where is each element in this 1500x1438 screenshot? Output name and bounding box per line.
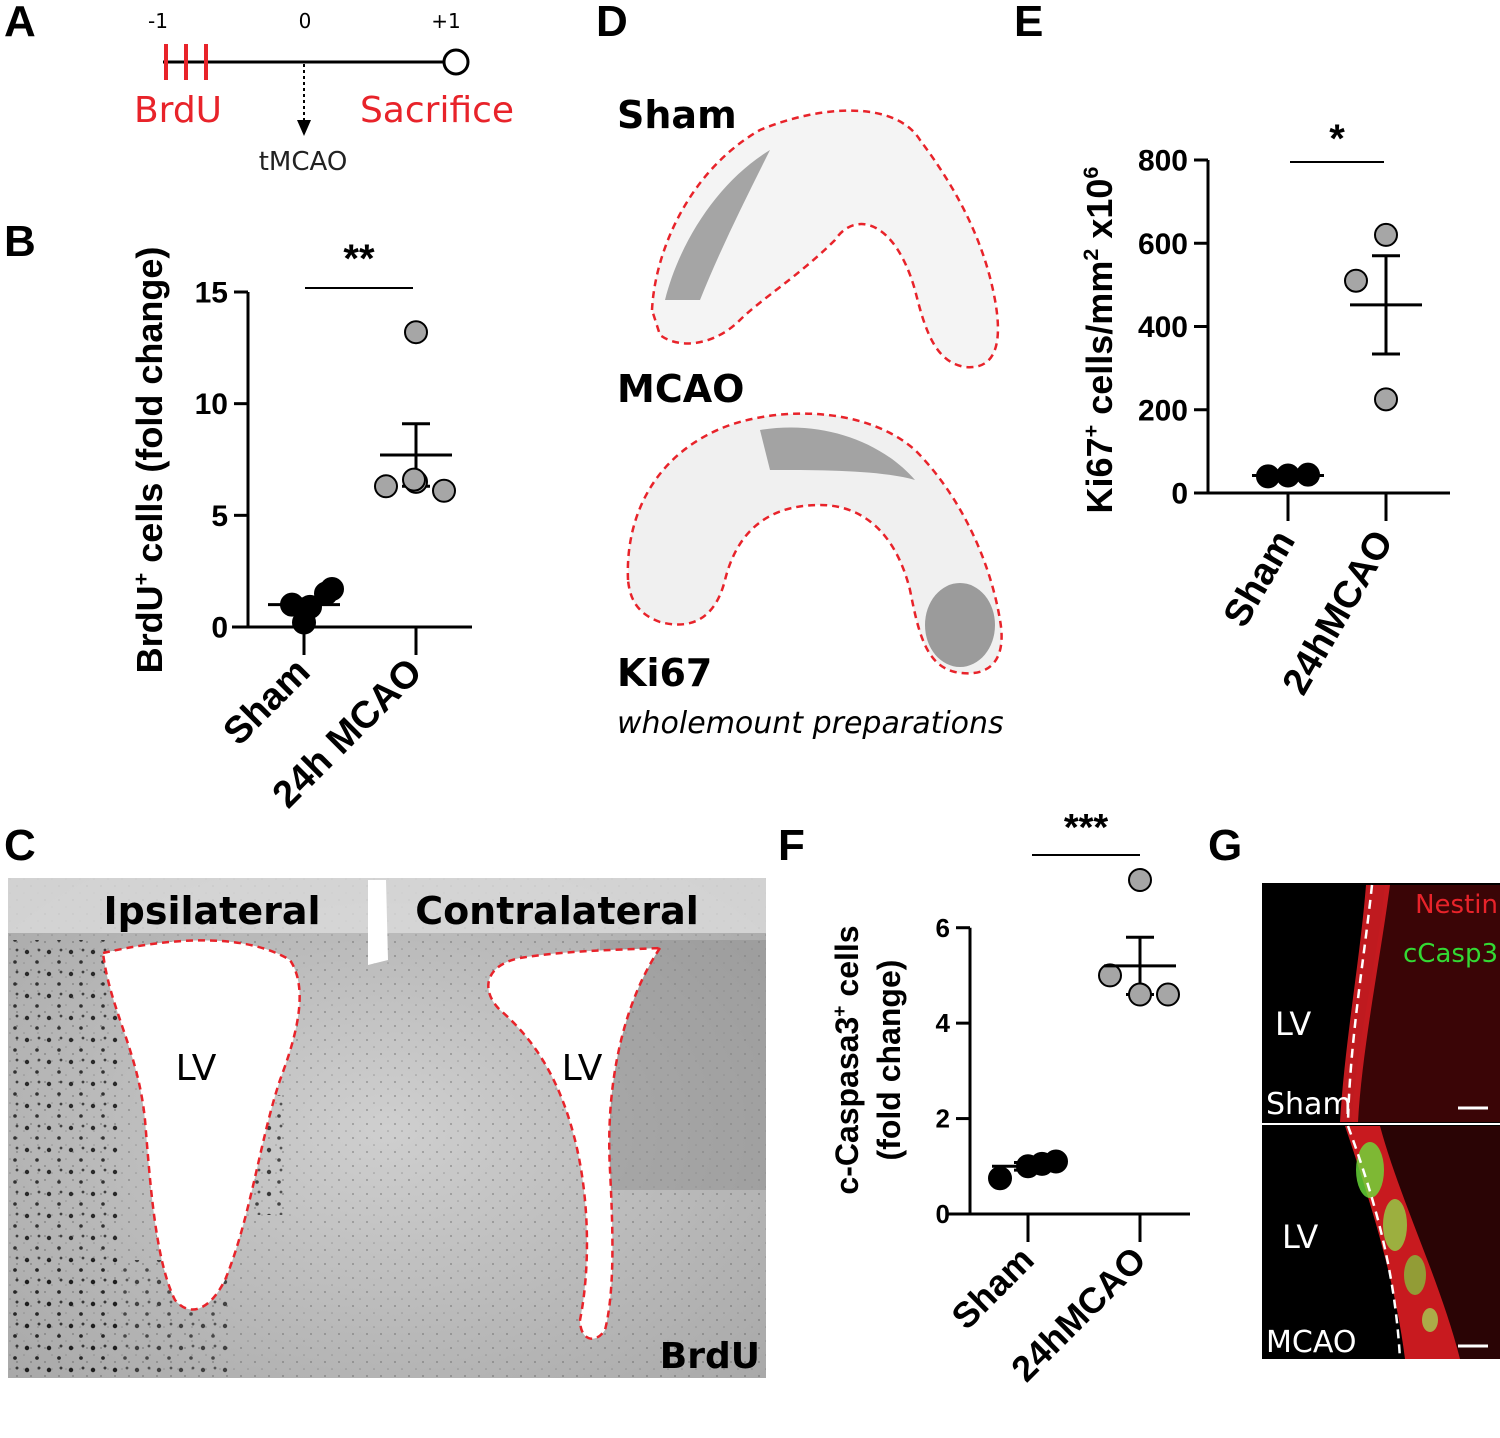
panel-label-d: D: [596, 0, 628, 46]
wholemount-note: wholemount preparations: [617, 706, 1004, 741]
significance-marker: *: [1329, 117, 1345, 161]
sacrifice-endpoint: [442, 48, 470, 76]
sacrifice-label: Sacrifice: [360, 90, 514, 131]
sham-ki67-signal: [665, 150, 770, 300]
tmcao-arrow-head: [297, 120, 311, 136]
contralateral-label: Contralateral: [415, 889, 699, 933]
contralateral-lv-outline: [487, 946, 663, 1340]
mcao-condition-label: MCAO: [617, 367, 744, 411]
data-point: [404, 320, 428, 345]
y-axis-title: Ki67+ cells/mm2 x106: [1078, 167, 1120, 514]
x-category-label: Sham: [943, 1239, 1041, 1337]
y-tick-label: 15: [195, 277, 228, 310]
y-tick-label: 10: [195, 388, 228, 421]
sham-nestin-signal: [1340, 885, 1390, 1122]
significance-marker: **: [343, 237, 375, 281]
data-point: [402, 467, 426, 492]
nestin-label: Nestin: [1415, 890, 1498, 920]
data-point: [432, 478, 456, 503]
data-point: [1344, 268, 1368, 293]
mcao-ccasp3-signal: [1422, 1308, 1438, 1332]
y-axis-title: c-Caspasa3+ cells: [829, 925, 865, 1194]
data-point: [1156, 982, 1180, 1007]
data-point: [988, 1166, 1012, 1191]
panel-label-a: A: [4, 0, 36, 46]
mcao-lv-label: LV: [1282, 1218, 1318, 1256]
mcao-ki67-signal-tail: [925, 583, 995, 667]
y-tick-label: 0: [1171, 478, 1188, 511]
tmcao-label: tMCAO: [259, 147, 348, 177]
panel-label-b: B: [4, 217, 36, 266]
y-tick-label: 400: [1138, 311, 1188, 344]
timeline-tick-label: +1: [431, 9, 460, 33]
timeline-diagram: -1 0 +1 BrdU Sacrifice tMCAO: [134, 9, 514, 177]
ipsilateral-lv-label: LV: [176, 1048, 217, 1089]
y-tick-label: 200: [1138, 394, 1188, 427]
y-tick-label: 0: [211, 612, 228, 645]
y-tick-label: 4: [936, 1008, 951, 1038]
data-point: [1128, 868, 1152, 892]
x-category-label: Sham: [215, 651, 318, 754]
y-tick-label: 0: [936, 1199, 950, 1229]
panel-label-c: C: [4, 821, 36, 870]
sham-condition-label: Sham: [1266, 1087, 1352, 1122]
ccasp3-label: cCasp3: [1403, 939, 1498, 969]
wholemount-images: Sham MCAO Ki67 wholemount preparations: [617, 93, 1004, 741]
y-tick-label: 800: [1138, 145, 1188, 178]
brdu-section-image: Ipsilateral Contralateral LV LV BrdU: [8, 878, 766, 1378]
y-axis-title-line2: (fold change): [871, 960, 907, 1161]
ipsilateral-lv-outline: [101, 939, 301, 1311]
timeline-tick-label: -1: [148, 9, 168, 33]
y-tick-label: 2: [936, 1104, 950, 1134]
data-point: [292, 610, 316, 635]
brdu-label: BrdU: [134, 90, 222, 131]
ki67-stain-label: Ki67: [617, 651, 712, 695]
data-point: [1374, 387, 1398, 412]
sham-lv-label: LV: [1275, 1005, 1311, 1043]
data-point: [1128, 982, 1152, 1007]
contralateral-lv-label: LV: [562, 1048, 603, 1089]
mcao-condition-label: MCAO: [1266, 1325, 1356, 1360]
x-category-label: Sham: [1216, 524, 1304, 635]
data-point: [1098, 963, 1122, 988]
data-point: [1044, 1149, 1068, 1174]
mcao-wholemount-outline: [626, 412, 1003, 675]
significance-marker: ***: [1064, 807, 1109, 849]
brdu-stain-label: BrdU: [660, 1336, 760, 1377]
panel-label-g: G: [1208, 821, 1242, 870]
y-tick-label: 600: [1138, 228, 1188, 261]
ipsilateral-label: Ipsilateral: [104, 889, 321, 933]
panel-label-f: F: [778, 821, 805, 870]
data-point: [1374, 222, 1398, 247]
data-point: [374, 474, 398, 499]
y-axis-title: BrdU+ cells (fold change): [128, 247, 170, 674]
sham-condition-label: Sham: [617, 93, 737, 137]
y-tick-label: 6: [936, 913, 950, 943]
y-tick-label: 5: [211, 500, 228, 533]
immunofluorescence-image: Nestin cCasp3 LV LV Sham MCAO: [1262, 883, 1500, 1360]
panel-label-e: E: [1014, 0, 1043, 46]
timeline-tick-label: 0: [299, 9, 312, 33]
mcao-ki67-signal-top: [760, 427, 915, 480]
